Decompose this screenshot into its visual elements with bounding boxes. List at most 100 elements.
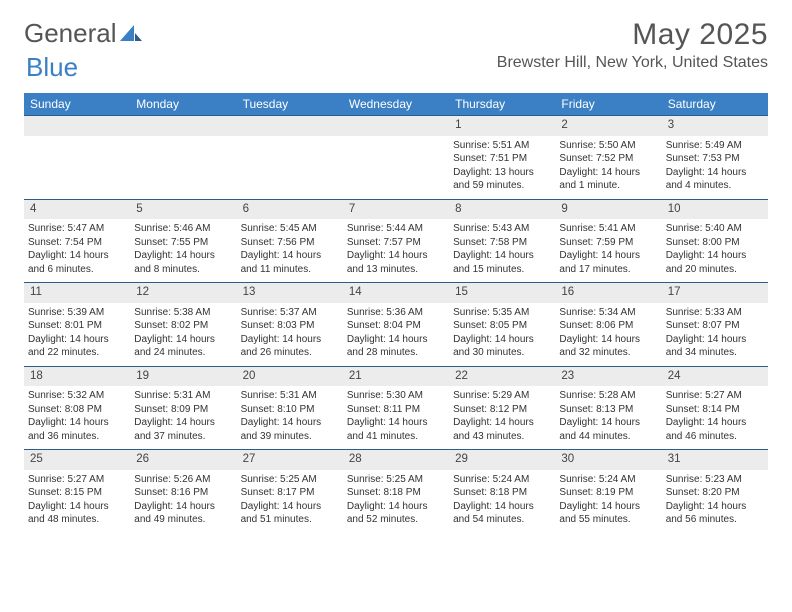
sunrise-text: Sunrise: 5:37 AM — [241, 306, 339, 320]
sunrise-text: Sunrise: 5:43 AM — [453, 222, 551, 236]
day-number: 14 — [343, 283, 449, 303]
logo-sail-icon — [120, 25, 142, 43]
weekday-header: Tuesday — [237, 93, 343, 115]
sunset-text: Sunset: 8:11 PM — [347, 403, 445, 417]
calendar-cell: 6Sunrise: 5:45 AMSunset: 7:56 PMDaylight… — [237, 200, 343, 283]
daylight-text: Daylight: 14 hours and 41 minutes. — [347, 416, 445, 443]
sunrise-text: Sunrise: 5:27 AM — [28, 473, 126, 487]
sunset-text: Sunset: 7:57 PM — [347, 236, 445, 250]
calendar-cell: 31 Sunrise: 5:23 AMSunset: 8:20 PMDayligh… — [662, 450, 768, 533]
daylight-text: Daylight: 14 hours and 39 minutes. — [241, 416, 339, 443]
calendar-week: 11Sunrise: 5:39 AMSunset: 8:01 PMDayligh… — [24, 282, 768, 366]
daylight-text: Daylight: 14 hours and 43 minutes. — [453, 416, 551, 443]
sunset-text: Sunset: 8:05 PM — [453, 319, 551, 333]
day-number: 3 — [662, 116, 768, 136]
calendar-cell: 4Sunrise: 5:47 AMSunset: 7:54 PMDaylight… — [24, 200, 130, 283]
daylight-text: Daylight: 14 hours and 26 minutes. — [241, 333, 339, 360]
sunrise-text: Sunrise: 5:45 AM — [241, 222, 339, 236]
brand-word1: General — [24, 18, 117, 49]
daylight-text: Daylight: 14 hours and 49 minutes. — [134, 500, 232, 527]
calendar-cell: 17Sunrise: 5:33 AMSunset: 8:07 PMDayligh… — [662, 283, 768, 366]
day-number — [130, 116, 236, 136]
sunset-text: Sunset: 7:53 PM — [666, 152, 764, 166]
day-details: Sunrise: 5:23 AMSunset: 8:20 PMDaylight:… — [666, 473, 764, 527]
sunrise-text: Sunrise: 5:38 AM — [134, 306, 232, 320]
calendar-cell: 15Sunrise: 5:35 AMSunset: 8:05 PMDayligh… — [449, 283, 555, 366]
day-details: Sunrise: 5:41 AMSunset: 7:59 PMDaylight:… — [559, 222, 657, 276]
day-details: Sunrise: 5:50 AMSunset: 7:52 PMDaylight:… — [559, 139, 657, 193]
daylight-text: Daylight: 14 hours and 55 minutes. — [559, 500, 657, 527]
sunset-text: Sunset: 8:14 PM — [666, 403, 764, 417]
day-number: 12 — [130, 283, 236, 303]
daylight-text: Daylight: 14 hours and 36 minutes. — [28, 416, 126, 443]
day-number: 24 — [662, 367, 768, 387]
calendar-cell-empty: ... — [130, 116, 236, 199]
weekday-header: Wednesday — [343, 93, 449, 115]
calendar-cell: 21Sunrise: 5:30 AMSunset: 8:11 PMDayligh… — [343, 367, 449, 450]
sunrise-text: Sunrise: 5:25 AM — [241, 473, 339, 487]
sunrise-text: Sunrise: 5:28 AM — [559, 389, 657, 403]
sunrise-text: Sunrise: 5:24 AM — [453, 473, 551, 487]
sunrise-text: Sunrise: 5:31 AM — [134, 389, 232, 403]
day-number: 1 — [449, 116, 555, 136]
day-number: 22 — [449, 367, 555, 387]
calendar-cell: 28Sunrise: 5:25 AMSunset: 8:18 PMDayligh… — [343, 450, 449, 533]
calendar-cell: 25Sunrise: 5:27 AMSunset: 8:15 PMDayligh… — [24, 450, 130, 533]
day-details: Sunrise: 5:40 AMSunset: 8:00 PMDaylight:… — [666, 222, 764, 276]
sunset-text: Sunset: 8:00 PM — [666, 236, 764, 250]
sunrise-text: Sunrise: 5:34 AM — [559, 306, 657, 320]
day-details: Sunrise: 5:27 AMSunset: 8:15 PMDaylight:… — [28, 473, 126, 527]
sunrise-text: Sunrise: 5:27 AM — [666, 389, 764, 403]
sunrise-text: Sunrise: 5:51 AM — [453, 139, 551, 153]
calendar-cell-empty: ... — [237, 116, 343, 199]
sunset-text: Sunset: 7:58 PM — [453, 236, 551, 250]
day-details: Sunrise: 5:27 AMSunset: 8:14 PMDaylight:… — [666, 389, 764, 443]
sunset-text: Sunset: 8:10 PM — [241, 403, 339, 417]
day-details: Sunrise: 5:24 AMSunset: 8:19 PMDaylight:… — [559, 473, 657, 527]
sunset-text: Sunset: 7:54 PM — [28, 236, 126, 250]
calendar-cell: 12 Sunrise: 5:38 AMSunset: 8:02 PMDayligh… — [130, 283, 236, 366]
daylight-text: Daylight: 14 hours and 51 minutes. — [241, 500, 339, 527]
day-details: Sunrise: 5:31 AMSunset: 8:09 PMDaylight:… — [134, 389, 232, 443]
day-number: 8 — [449, 200, 555, 220]
daylight-text: Daylight: 14 hours and 54 minutes. — [453, 500, 551, 527]
day-details: Sunrise: 5:49 AMSunset: 7:53 PMDaylight:… — [666, 139, 764, 193]
calendar-cell: 14Sunrise: 5:36 AMSunset: 8:04 PMDayligh… — [343, 283, 449, 366]
day-details: Sunrise: 5:31 AMSunset: 8:10 PMDaylight:… — [241, 389, 339, 443]
daylight-text: Daylight: 14 hours and 28 minutes. — [347, 333, 445, 360]
day-details: Sunrise: 5:38 AMSunset: 8:02 PMDaylight:… — [134, 306, 232, 360]
sunrise-text: Sunrise: 5:36 AM — [347, 306, 445, 320]
sunset-text: Sunset: 8:19 PM — [559, 486, 657, 500]
sunrise-text: Sunrise: 5:31 AM — [241, 389, 339, 403]
sunset-text: Sunset: 8:20 PM — [666, 486, 764, 500]
calendar-cell: 9Sunrise: 5:41 AMSunset: 7:59 PMDaylight… — [555, 200, 661, 283]
sunrise-text: Sunrise: 5:26 AM — [134, 473, 232, 487]
sunrise-text: Sunrise: 5:32 AM — [28, 389, 126, 403]
daylight-text: Daylight: 14 hours and 46 minutes. — [666, 416, 764, 443]
sunrise-text: Sunrise: 5:41 AM — [559, 222, 657, 236]
daylight-text: Daylight: 14 hours and 32 minutes. — [559, 333, 657, 360]
calendar-cell: 8Sunrise: 5:43 AMSunset: 7:58 PMDaylight… — [449, 200, 555, 283]
daylight-text: Daylight: 14 hours and 22 minutes. — [28, 333, 126, 360]
sunset-text: Sunset: 8:13 PM — [559, 403, 657, 417]
daylight-text: Daylight: 14 hours and 48 minutes. — [28, 500, 126, 527]
day-number: 31 — [662, 450, 768, 470]
day-details: Sunrise: 5:45 AMSunset: 7:56 PMDaylight:… — [241, 222, 339, 276]
sunrise-text: Sunrise: 5:44 AM — [347, 222, 445, 236]
daylight-text: Daylight: 14 hours and 52 minutes. — [347, 500, 445, 527]
calendar: SundayMondayTuesdayWednesdayThursdayFrid… — [24, 93, 768, 533]
weekday-header-row: SundayMondayTuesdayWednesdayThursdayFrid… — [24, 93, 768, 115]
day-number: 11 — [24, 283, 130, 303]
day-details: Sunrise: 5:28 AMSunset: 8:13 PMDaylight:… — [559, 389, 657, 443]
sunrise-text: Sunrise: 5:47 AM — [28, 222, 126, 236]
day-details: Sunrise: 5:33 AMSunset: 8:07 PMDaylight:… — [666, 306, 764, 360]
brand-logo: General — [24, 18, 142, 49]
day-number: 18 — [24, 367, 130, 387]
day-number: 9 — [555, 200, 661, 220]
daylight-text: Daylight: 14 hours and 56 minutes. — [666, 500, 764, 527]
day-number: 19 — [130, 367, 236, 387]
day-details: Sunrise: 5:25 AMSunset: 8:18 PMDaylight:… — [347, 473, 445, 527]
sunrise-text: Sunrise: 5:33 AM — [666, 306, 764, 320]
day-details: Sunrise: 5:37 AMSunset: 8:03 PMDaylight:… — [241, 306, 339, 360]
day-number: 21 — [343, 367, 449, 387]
